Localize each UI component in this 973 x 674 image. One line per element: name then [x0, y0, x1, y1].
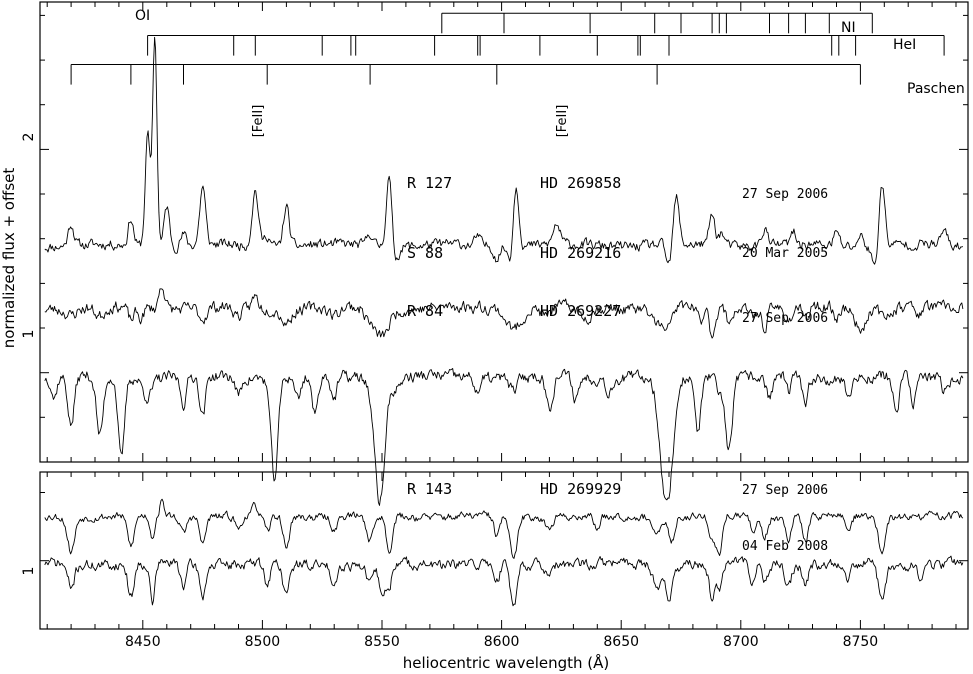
star-hd-269858: HD 269858 [540, 174, 621, 192]
oi-label: OI [135, 8, 150, 24]
spectrum-line-3 [44, 368, 964, 506]
y-tick-label-bottom-1: 1 [21, 567, 37, 576]
paschen-ladder-label: Paschen [907, 81, 965, 97]
spectrum-line-4 [44, 498, 964, 559]
bottom-panel-frame [39, 471, 969, 630]
star-name-r143: R 143 [407, 480, 452, 498]
line-identification-ladders [70, 12, 945, 85]
date-r143-2006: 27 Sep 2006 [742, 483, 828, 498]
x-tick-labels: 8450 8500 8550 8600 8650 8700 8750 [125, 634, 878, 650]
top-panel-frame [39, 1, 969, 463]
star-name-r84: R 84 [407, 302, 443, 320]
feii-label-2: [FeII] [555, 105, 570, 138]
x-tick-label: 8500 [245, 634, 281, 650]
x-tick-label: 8750 [843, 634, 879, 650]
star-hd-269227: HD 269227 [540, 302, 621, 320]
x-tick-label: 8450 [125, 634, 161, 650]
y-tick-label-top-1: 1 [21, 330, 37, 339]
x-tick-label: 8550 [364, 634, 400, 650]
spectrum-line-5 [44, 555, 964, 607]
spectrum-line-1 [44, 36, 964, 265]
feii-label-1: [FeII] [251, 105, 266, 138]
star-hd-269929: HD 269929 [540, 480, 621, 498]
axis-ticks [40, 2, 968, 630]
ni-ladder-label: NI [841, 20, 856, 36]
x-tick-label: 8700 [723, 634, 759, 650]
date-r143-2008: 04 Feb 2008 [742, 539, 828, 554]
date-r84: 27 Sep 2006 [742, 311, 828, 326]
star-name-s88: S 88 [407, 244, 443, 262]
spectrum-line-2 [44, 288, 964, 339]
x-tick-label: 8650 [603, 634, 639, 650]
date-s88: 20 Mar 2005 [742, 246, 828, 261]
y-axis-title: normalized flux + offset [0, 168, 18, 349]
hei-ladder-label: HeI [893, 37, 916, 53]
spectra [44, 36, 964, 607]
date-r127: 27 Sep 2006 [742, 187, 828, 202]
y-tick-label-top-2: 2 [21, 133, 37, 142]
star-name-r127: R 127 [407, 174, 452, 192]
x-tick-label: 8600 [484, 634, 520, 650]
star-hd-269216: HD 269216 [540, 244, 621, 262]
x-axis-title: heliocentric wavelength (Å) [403, 653, 610, 672]
